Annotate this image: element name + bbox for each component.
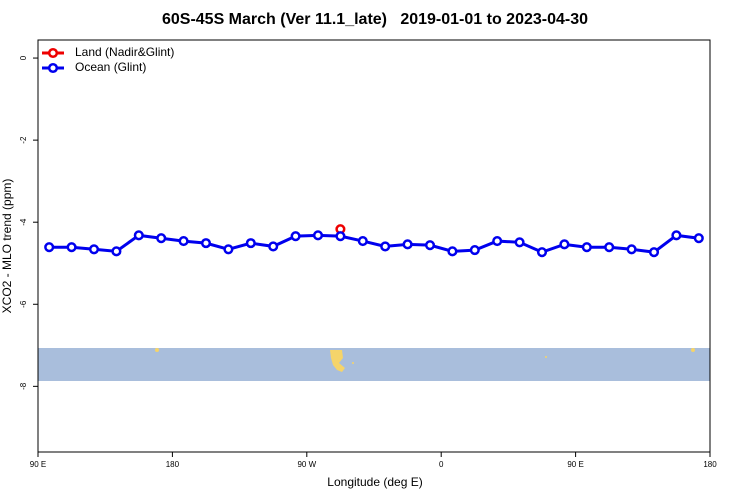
data-point [693,233,704,244]
y-tick-label: -6 [19,300,28,308]
x-tick-label: 180 [166,460,180,469]
data-point [111,246,122,257]
land-blob [155,348,159,352]
data-point [156,233,167,244]
x-axis-label: Longitude (deg E) [327,475,422,489]
chart-title: 60S-45S March (Ver 11.1_late) 2019-01-01… [162,11,588,28]
data-point [536,247,548,258]
y-tick-label: -4 [19,218,28,226]
land-blob [545,356,547,358]
data-point [312,230,324,241]
data-point [245,238,256,249]
y-tick-label: -8 [19,382,28,390]
data-point [200,238,212,249]
data-point [133,230,144,241]
ocean-band [38,348,710,381]
x-tick-label: 0 [439,460,444,469]
data-point [626,244,637,255]
y-tick-label: 0 [19,55,28,60]
series-line [49,233,699,254]
x-tick-label: 90 W [297,460,316,469]
data-point [402,239,413,250]
data-point [559,239,570,250]
data-point [290,231,301,242]
data-point [335,231,346,242]
legend-marker [47,47,59,59]
data-point [268,241,279,252]
legend-label: Ocean (Glint) [75,60,146,74]
data-point [223,244,234,255]
map-strip [38,348,710,381]
land-blob [352,362,354,364]
data-point [424,240,436,251]
x-tick-label: 90 E [30,460,46,469]
y-axis-label: XCO2 - MLO trend (ppm) [0,179,14,314]
data-point [66,242,77,253]
x-tick-label: 90 E [567,460,583,469]
data-point [380,241,391,252]
data-point [671,230,682,241]
land-blob [691,348,695,352]
data-point [44,242,55,253]
legend-marker [47,62,59,74]
data-point [178,236,189,247]
data-point [492,236,503,247]
y-tick-label: -2 [19,136,28,144]
x-tick-label: 180 [703,460,717,469]
plot-frame [37,39,711,453]
data-point [357,236,368,247]
legend-label: Land (Nadir&Glint) [75,45,174,59]
land-blob [330,350,345,372]
data-point [604,242,615,253]
data-point [447,246,458,257]
data-point [469,245,480,256]
data-point [88,244,100,255]
data-point [514,237,525,248]
data-point [581,242,592,253]
data-point [648,247,660,258]
